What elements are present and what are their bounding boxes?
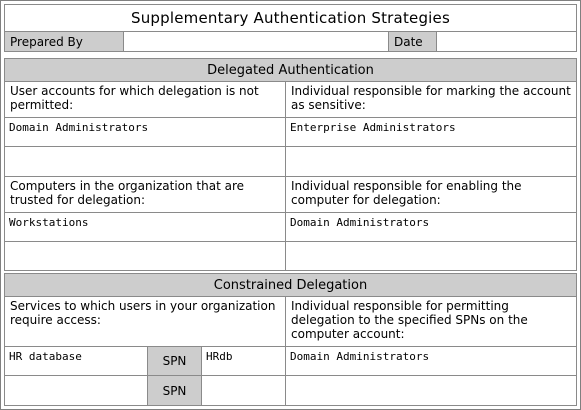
prepared-by-label: Prepared By xyxy=(4,31,124,52)
section-delegated-authentication: Delegated Authentication xyxy=(4,58,577,82)
permit-delegation-label: Individual responsible for permitting de… xyxy=(285,296,577,347)
mark-sensitive-field[interactable]: Enterprise Administrators xyxy=(285,117,577,147)
accounts-not-permitted-label: User accounts for which delegation is no… xyxy=(4,81,286,118)
spn-label-2: SPN xyxy=(147,375,202,406)
mark-sensitive-field-2[interactable] xyxy=(285,146,577,177)
section-constrained-delegation: Constrained Delegation xyxy=(4,273,577,297)
permit-delegation-field[interactable]: Domain Administrators xyxy=(285,346,577,376)
enable-computer-field[interactable]: Domain Administrators xyxy=(285,212,577,242)
date-label: Date xyxy=(388,31,437,52)
service-field[interactable]: HR database xyxy=(4,346,148,376)
accounts-not-permitted-field-2[interactable] xyxy=(4,146,286,177)
spn-field[interactable]: HRdb xyxy=(201,346,286,376)
accounts-not-permitted-field[interactable]: Domain Administrators xyxy=(4,117,286,147)
services-label: Services to which users in your organiza… xyxy=(4,296,286,347)
permit-delegation-field-2[interactable] xyxy=(285,375,577,406)
trusted-computers-field-2[interactable] xyxy=(4,241,286,271)
service-field-2[interactable] xyxy=(4,375,148,406)
trusted-computers-field[interactable]: Workstations xyxy=(4,212,286,242)
mark-sensitive-label: Individual responsible for marking the a… xyxy=(285,81,577,118)
enable-computer-field-2[interactable] xyxy=(285,241,577,271)
enable-computer-label: Individual responsible for enabling the … xyxy=(285,176,577,213)
date-field[interactable] xyxy=(436,31,577,52)
prepared-by-field[interactable] xyxy=(123,31,389,52)
trusted-computers-label: Computers in the organization that are t… xyxy=(4,176,286,213)
spn-label: SPN xyxy=(147,346,202,376)
spn-field-2[interactable] xyxy=(201,375,286,406)
form-title: Supplementary Authentication Strategies xyxy=(4,4,577,32)
